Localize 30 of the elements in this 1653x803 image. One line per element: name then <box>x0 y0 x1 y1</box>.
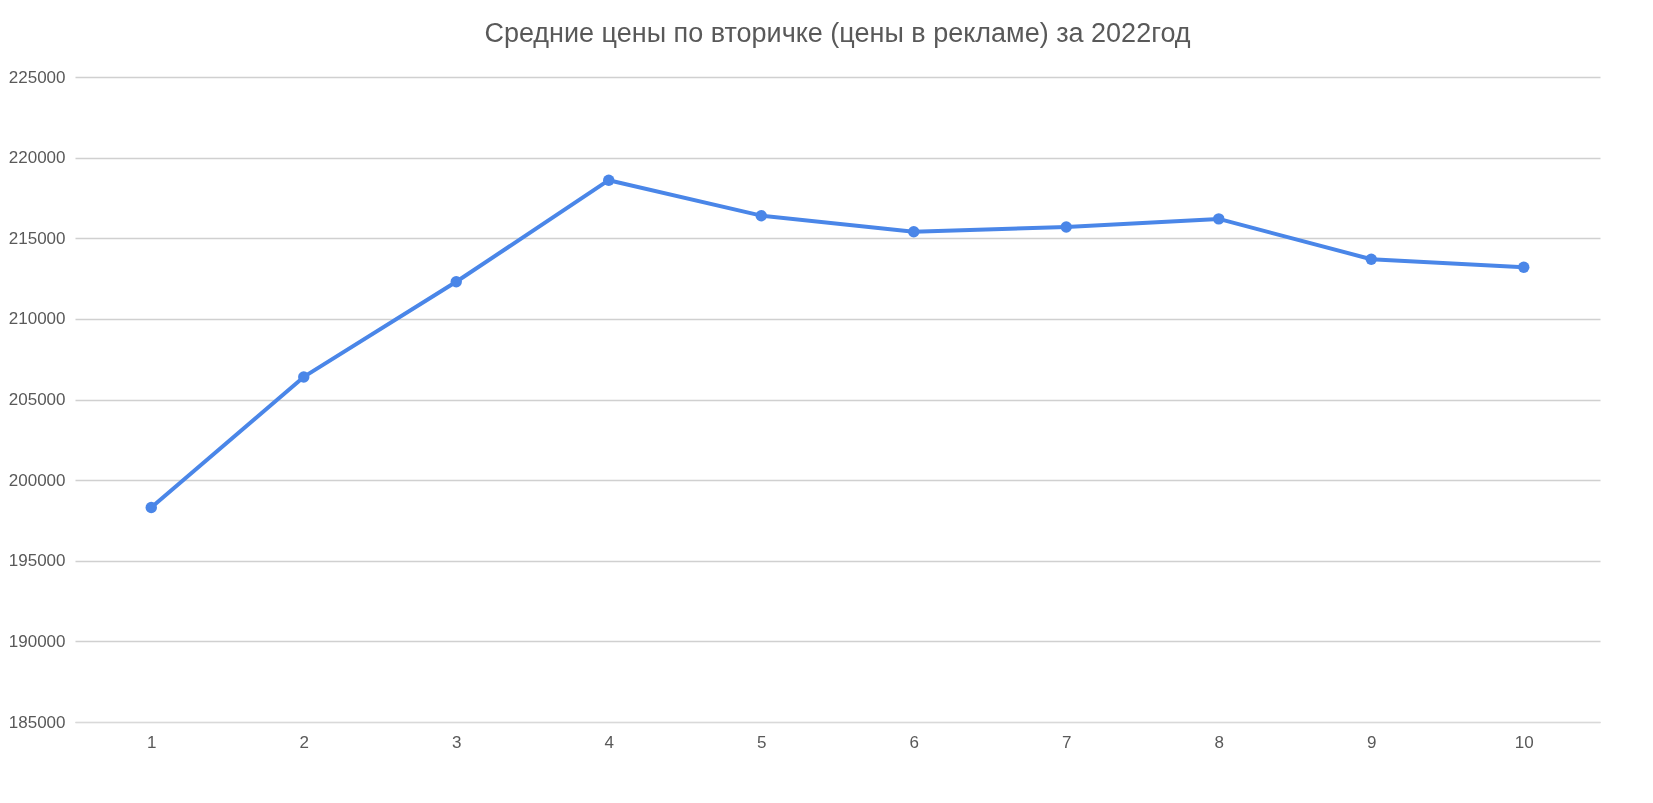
y-tick-label: 185000 <box>8 712 66 732</box>
x-tick-label: 9 <box>1367 732 1377 752</box>
x-tick-label: 6 <box>909 732 919 752</box>
y-tick-label: 200000 <box>8 470 66 490</box>
point <box>145 501 157 514</box>
chart-title: Средние цены по вторичке (цены в рекламе) за 2022год <box>484 18 1191 48</box>
y-tick-label: 220000 <box>8 148 66 168</box>
point <box>1518 261 1530 273</box>
x-tick-label: 1 <box>147 732 157 752</box>
point <box>1365 253 1377 265</box>
x-tick-label: 3 <box>452 732 462 752</box>
x-tick-label: 4 <box>604 732 614 752</box>
x-tick-label: 10 <box>1514 732 1534 752</box>
y-tick-label: 190000 <box>8 631 66 651</box>
point <box>755 209 767 222</box>
point <box>450 276 462 288</box>
y-tick-label: 215000 <box>8 228 66 248</box>
x-tick-label: 7 <box>1062 732 1072 752</box>
x-tick-label: 5 <box>757 732 767 752</box>
y-tick-label: 225000 <box>8 67 66 87</box>
point <box>1060 221 1072 233</box>
point <box>603 174 615 186</box>
y-tick-label: 210000 <box>8 309 66 329</box>
point <box>298 371 310 383</box>
y-tick-label: 205000 <box>8 390 66 409</box>
point <box>908 226 920 238</box>
point <box>1213 213 1225 225</box>
y-tick-label: 195000 <box>8 551 66 571</box>
x-tick-label: 2 <box>299 732 309 752</box>
x-tick-label: 8 <box>1214 732 1224 752</box>
